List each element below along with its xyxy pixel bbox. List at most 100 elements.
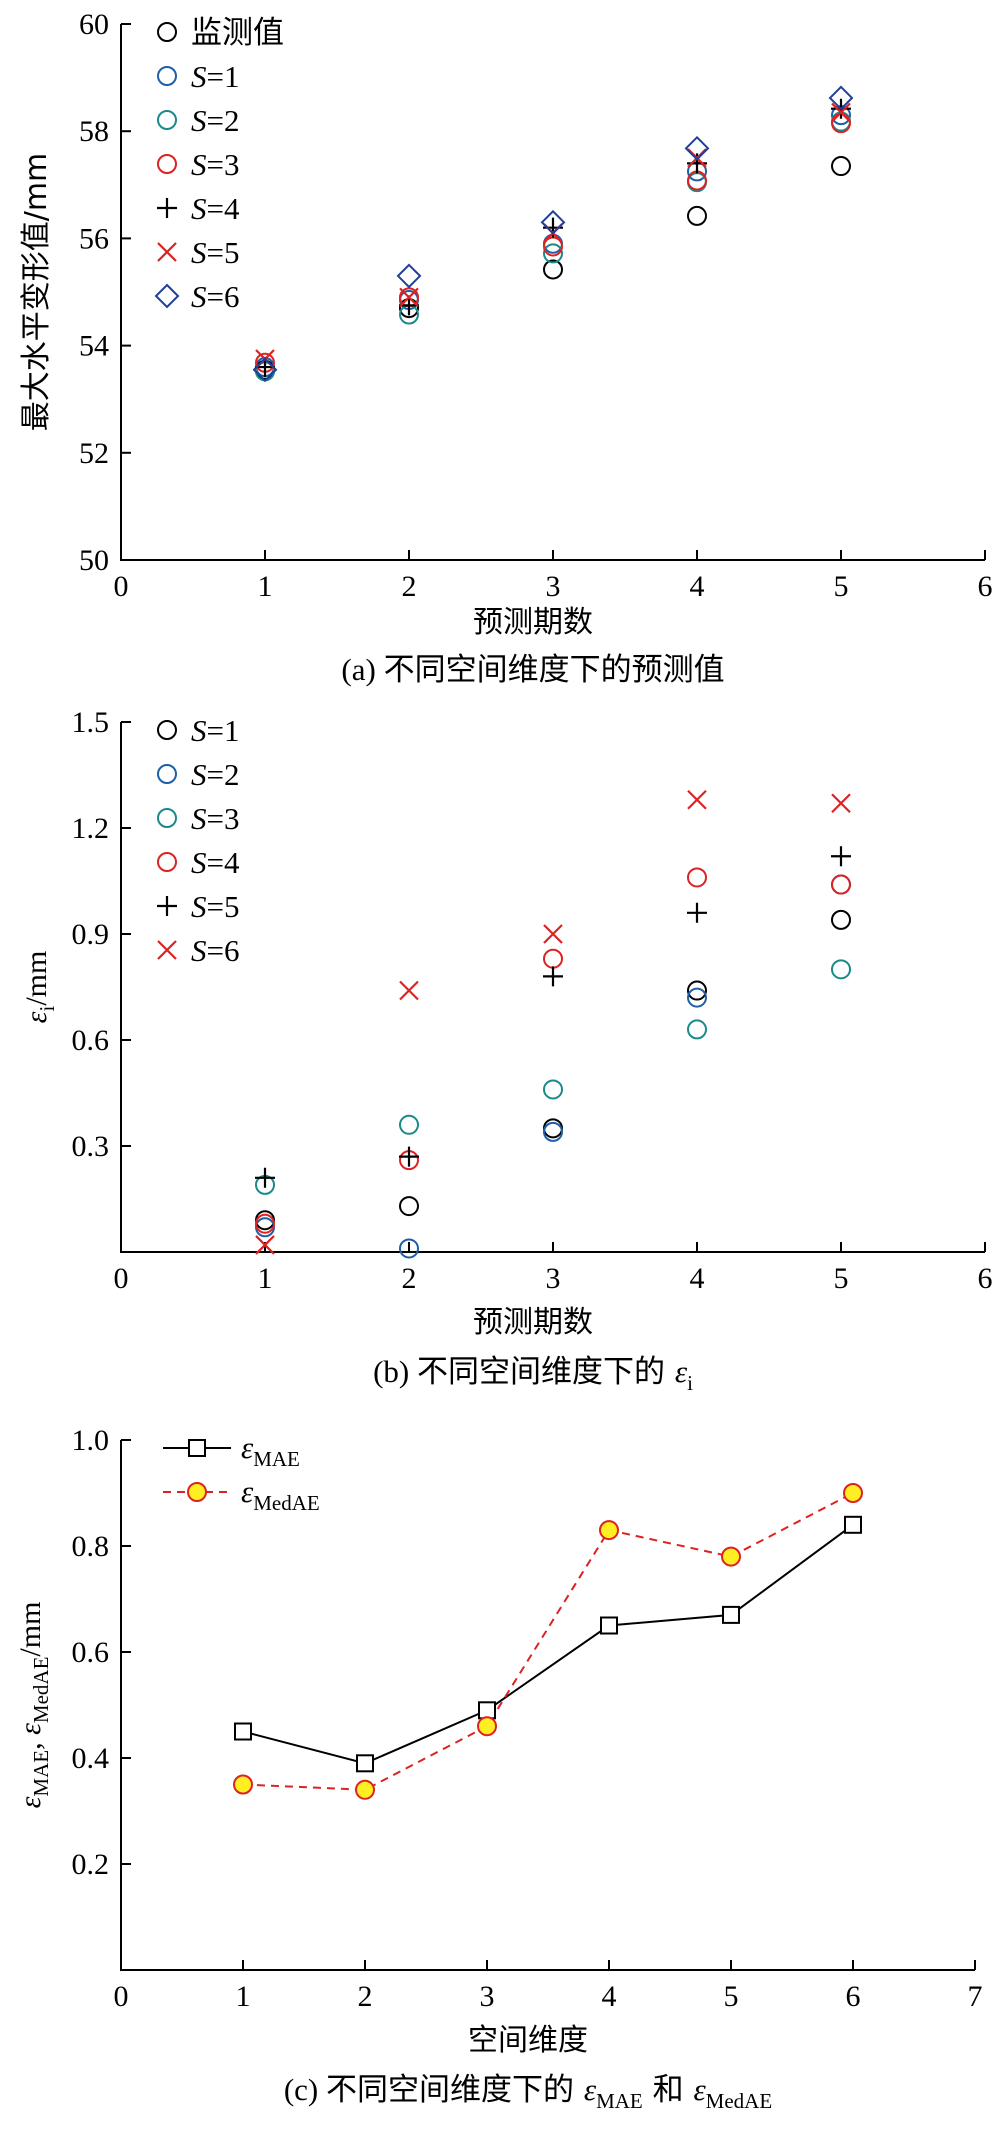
axes-frame <box>120 24 985 561</box>
legend-label: εMedAE <box>241 1474 320 1515</box>
y-tick-label: 1.0 <box>72 1424 110 1457</box>
caption-text: 不同空间维度下的 <box>417 1354 675 1390</box>
legend-marker <box>157 896 177 916</box>
legend-value: =6 <box>207 933 240 968</box>
y-axis-unit: /mm <box>14 1602 47 1657</box>
series-1 <box>233 1483 863 1800</box>
data-point <box>399 287 419 308</box>
legend-marker <box>157 764 177 784</box>
legend-marker <box>157 22 177 42</box>
legend-value: =2 <box>207 757 240 792</box>
x-tick-label: 2 <box>402 570 417 603</box>
caption-symbol: ε <box>675 1354 688 1389</box>
y-tick-label: 1.5 <box>72 706 110 739</box>
series-3 <box>255 113 851 373</box>
x-tick-label: 6 <box>978 570 993 603</box>
legend-marker <box>157 808 177 828</box>
y-axis-symbol: ε <box>14 1723 47 1735</box>
y-tick-label: 0.8 <box>72 1530 110 1563</box>
y-tick-label: 0.9 <box>72 918 110 951</box>
data-point <box>543 924 563 944</box>
x-tick-label: 2 <box>358 1980 373 2013</box>
y-axis-symbol: ε <box>20 1011 53 1023</box>
legend-label: S=3 <box>191 147 239 182</box>
caption-subscript: MAE <box>596 2089 643 2113</box>
caption-prefix: (b) <box>373 1354 417 1389</box>
legend-value: =5 <box>207 889 240 924</box>
legend-marker <box>188 1439 206 1457</box>
x-tick-label: 3 <box>546 570 561 603</box>
data-point <box>543 1079 563 1100</box>
legend-value: =1 <box>207 713 240 748</box>
data-point <box>687 902 707 923</box>
data-point <box>844 1515 862 1534</box>
x-tick-label: 0 <box>114 1262 129 1295</box>
y-tick-label: 0.6 <box>72 1636 110 1669</box>
data-point <box>399 980 419 1001</box>
x-tick-label: 6 <box>846 1980 861 2013</box>
x-tick-label: 5 <box>724 1980 739 2013</box>
y-axis-title: εi/mm <box>20 951 59 1024</box>
data-point <box>684 135 710 161</box>
data-point <box>687 172 707 193</box>
legend-var: S <box>191 845 207 880</box>
series-0 <box>255 156 851 380</box>
legend-label: S=1 <box>191 59 239 94</box>
data-point <box>687 980 707 1001</box>
caption-symbol: ε <box>693 2072 706 2107</box>
data-point <box>399 1238 419 1259</box>
y-axis-unit: /mm <box>20 951 53 1006</box>
legend-label: S=4 <box>191 191 240 226</box>
caption-join: 和 <box>643 2072 694 2108</box>
chart-caption: (a) 不同空间维度下的预测值 <box>341 652 724 688</box>
legend-marker <box>157 242 177 262</box>
y-axis-subscript: MAE <box>29 1750 53 1797</box>
y-axis-separator: , <box>14 1735 47 1750</box>
data-point <box>687 1019 707 1040</box>
legend-symbol: ε <box>241 1430 254 1465</box>
data-point <box>255 1167 275 1188</box>
data-point <box>599 1520 619 1541</box>
series-2 <box>255 111 851 382</box>
series-2 <box>255 959 851 1195</box>
y-tick-label: 54 <box>79 330 109 363</box>
data-point <box>831 156 851 177</box>
series-0 <box>255 909 851 1231</box>
x-tick-label: 4 <box>690 1262 705 1295</box>
data-point <box>722 1605 740 1624</box>
series-0 <box>234 1515 862 1773</box>
legend-value: =4 <box>207 191 240 226</box>
data-point <box>396 263 422 289</box>
x-tick-label: 5 <box>834 570 849 603</box>
legend-marker <box>157 198 177 218</box>
y-axis-symbol: ε <box>14 1796 47 1808</box>
data-point <box>687 205 707 226</box>
caption-prefix: (c) <box>284 2072 326 2107</box>
legend-value: =6 <box>207 279 240 314</box>
x-tick-label: 7 <box>968 1980 983 2013</box>
y-tick-label: 50 <box>79 544 109 577</box>
legend-marker <box>157 852 177 872</box>
series-1 <box>255 105 851 378</box>
data-point <box>831 793 851 814</box>
x-tick-label: 1 <box>258 1262 273 1295</box>
data-point <box>233 1774 253 1795</box>
data-point <box>543 966 563 987</box>
caption-subscript: MedAE <box>706 2089 773 2113</box>
data-point <box>721 1546 741 1567</box>
x-tick-label: 3 <box>546 1262 561 1295</box>
data-point <box>478 1701 496 1720</box>
data-point <box>828 85 854 111</box>
legend-label: S=3 <box>191 801 239 836</box>
x-tick-label: 0 <box>114 570 129 603</box>
y-tick-label: 56 <box>79 222 109 255</box>
series-line-1 <box>242 1492 854 1791</box>
x-tick-label: 5 <box>834 1262 849 1295</box>
legend-var: S <box>191 191 207 226</box>
axes-frame <box>120 722 985 1253</box>
y-axis-subscript: MedAE <box>29 1657 53 1724</box>
y-tick-label: 58 <box>79 115 109 148</box>
y-tick-label: 0.4 <box>72 1742 110 1775</box>
y-axis-title: 最大水平变形值/mm <box>19 153 54 432</box>
